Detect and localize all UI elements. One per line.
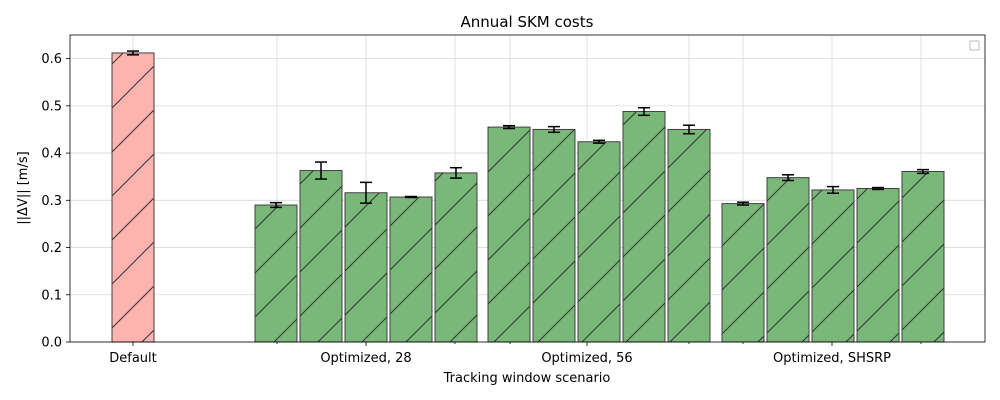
legend-box [969, 40, 980, 51]
y-tick-label: 0.6 [41, 52, 62, 67]
x-axis-title: Tracking window scenario [443, 371, 611, 386]
x-tick-label: Optimized, 56 [541, 351, 632, 366]
y-tick-label: 0.5 [41, 99, 62, 114]
bar-hatch [722, 203, 764, 342]
plot-frame [69, 34, 986, 343]
axes-layer: 0.0 0.1 0.2 0.3 0.4 0.5 0.6 Default Optimized, 2… [41, 34, 986, 366]
bar-hatch [767, 177, 809, 342]
x-tick-label: Optimized, 28 [320, 351, 411, 366]
bar-hatch [345, 192, 387, 342]
y-tick-label: 0.1 [41, 288, 62, 303]
y-tick-label: 0.2 [41, 241, 62, 256]
y-axis-title: ||ΔV|| [m/s] [16, 151, 31, 224]
bar-hatch [488, 127, 530, 342]
y-tick-label: 0.0 [41, 336, 62, 351]
bar-hatch [857, 188, 899, 342]
y-tick-label: 0.4 [41, 147, 62, 162]
bar-hatch [668, 129, 710, 342]
bar-hatch [533, 129, 575, 342]
bar-hatch [300, 170, 342, 342]
bar-hatch [435, 172, 477, 342]
x-tick-label: Optimized, SHSRP [773, 351, 891, 366]
y-tick-label: 0.3 [41, 194, 62, 209]
bar-hatch [112, 52, 154, 342]
bar-hatch [255, 205, 297, 342]
bar-hatch [623, 111, 665, 342]
chart-title: Annual SKM costs [461, 13, 594, 31]
bar-hatch [578, 141, 620, 342]
bar-hatch [390, 197, 432, 342]
bar-hatch [902, 171, 944, 342]
bars-layer [111, 50, 945, 343]
x-tick-label: Default [109, 351, 157, 366]
bar-hatch [812, 189, 854, 342]
